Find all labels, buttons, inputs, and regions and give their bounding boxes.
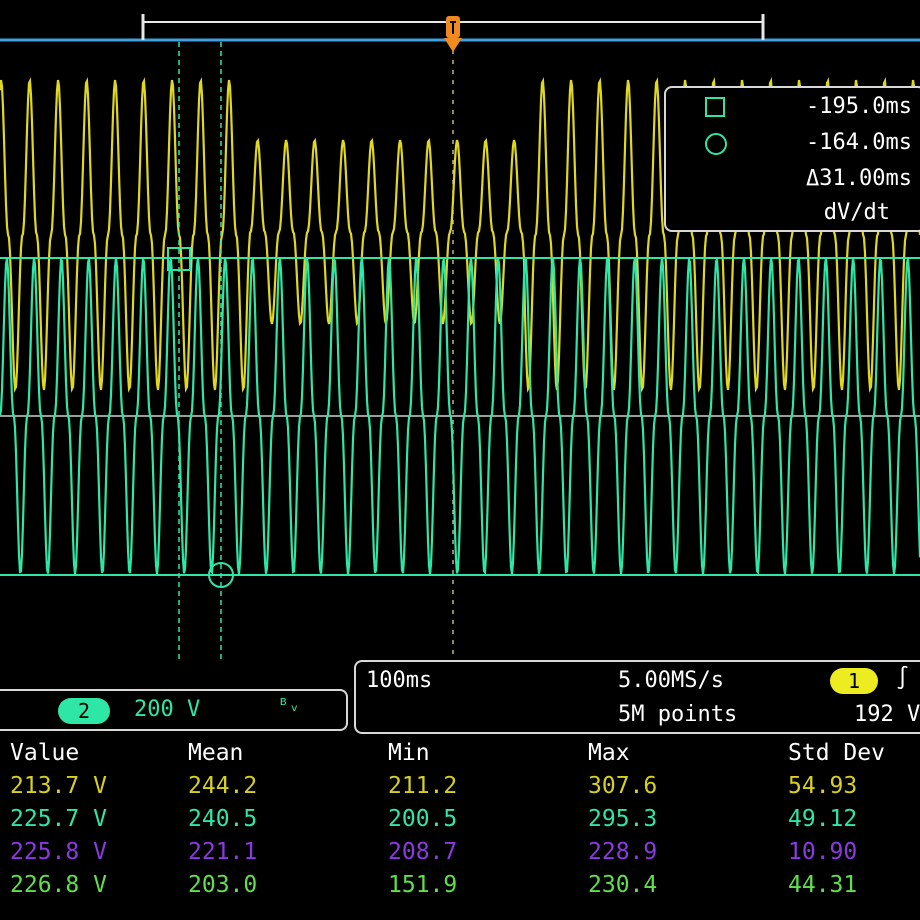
header-min: Min bbox=[388, 739, 430, 766]
trigger-slope-icon: ∫ bbox=[896, 666, 910, 691]
cursor-square-marker[interactable] bbox=[167, 247, 191, 271]
channel-2-badge[interactable]: 2 bbox=[58, 698, 110, 724]
measurement-mean: 203.0 bbox=[188, 871, 258, 898]
measurement-max: 228.9 bbox=[588, 838, 658, 865]
trigger-position-marker[interactable] bbox=[444, 16, 462, 52]
channel-2-indicator[interactable]: 2 200 V ᴮᵥ bbox=[0, 689, 348, 731]
header-std-dev: Std Dev bbox=[788, 739, 885, 766]
circle-cursor-time: -164.0ms bbox=[806, 130, 912, 155]
cursor-rate-label: dV/dt bbox=[823, 200, 890, 225]
measurement-std-dev: 49.12 bbox=[788, 805, 858, 832]
measurement-mean: 240.5 bbox=[188, 805, 258, 832]
measurement-max: 295.3 bbox=[588, 805, 658, 832]
cursor-circle-marker[interactable] bbox=[208, 562, 234, 588]
measurement-min: 151.9 bbox=[388, 871, 458, 898]
measurement-row[interactable]: 225.8 V 221.1 208.7 228.9 10.90 bbox=[0, 835, 920, 868]
square-cursor-icon bbox=[705, 97, 725, 117]
measurement-min: 208.7 bbox=[388, 838, 458, 865]
measurement-statistics-table: Value Mean Min Max Std Dev 213.7 V 244.2… bbox=[0, 736, 920, 901]
header-mean: Mean bbox=[188, 739, 244, 766]
measurement-row[interactable]: 213.7 V 244.2 211.2 307.6 54.93 bbox=[0, 769, 920, 802]
channel-2-waveform bbox=[0, 256, 920, 576]
sample-rate: 5.00MS/s bbox=[618, 668, 724, 693]
bandwidth-limit-icon: ᴮᵥ bbox=[278, 695, 300, 716]
cursor-delta-time: Δ31.00ms bbox=[806, 166, 912, 191]
measurement-min: 211.2 bbox=[388, 772, 458, 799]
header-value: Value bbox=[10, 739, 80, 766]
measurement-std-dev: 44.31 bbox=[788, 871, 858, 898]
trigger-level: 192 V bbox=[854, 702, 920, 727]
horizontal-settings-panel[interactable]: 100ms 5.00MS/s 5M points 1 ∫ 192 V bbox=[354, 660, 920, 734]
measurement-value: 225.8 V bbox=[10, 838, 107, 865]
measurement-value: 226.8 V bbox=[10, 871, 107, 898]
measurement-row[interactable]: 226.8 V 203.0 151.9 230.4 44.31 bbox=[0, 868, 920, 901]
channel-2-scale: 200 V bbox=[134, 697, 201, 722]
header-max: Max bbox=[588, 739, 630, 766]
measurement-std-dev: 10.90 bbox=[788, 838, 858, 865]
circle-cursor-icon bbox=[705, 133, 727, 155]
record-length: 5M points bbox=[618, 702, 738, 727]
measurement-std-dev: 54.93 bbox=[788, 772, 858, 799]
measurement-value: 213.7 V bbox=[10, 772, 107, 799]
measurement-max: 307.6 bbox=[588, 772, 658, 799]
measurement-max: 230.4 bbox=[588, 871, 658, 898]
trigger-channel-badge[interactable]: 1 bbox=[830, 668, 878, 694]
measurement-mean: 221.1 bbox=[188, 838, 258, 865]
measurement-mean: 244.2 bbox=[188, 772, 258, 799]
measurement-header-row: Value Mean Min Max Std Dev bbox=[0, 736, 920, 769]
cursor-readout-panel[interactable]: -195.0ms -164.0ms Δ31.00ms dV/dt bbox=[664, 86, 920, 232]
square-cursor-time: -195.0ms bbox=[806, 94, 912, 119]
time-scale: 100ms bbox=[366, 668, 433, 693]
measurement-row[interactable]: 225.7 V 240.5 200.5 295.3 49.12 bbox=[0, 802, 920, 835]
measurement-min: 200.5 bbox=[388, 805, 458, 832]
measurement-value: 225.7 V bbox=[10, 805, 107, 832]
ch2-trace bbox=[0, 256, 920, 576]
